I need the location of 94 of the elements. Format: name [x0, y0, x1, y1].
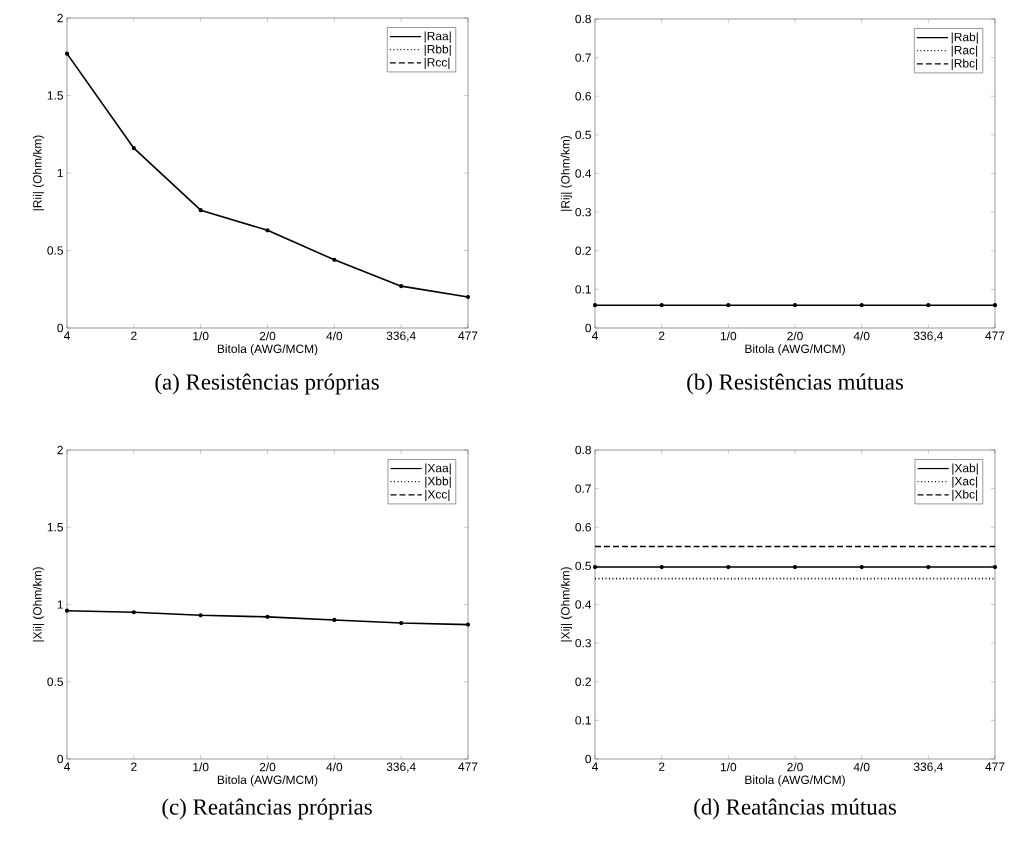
y-tick-label: 0.3 — [575, 638, 591, 648]
y-tick-label: 1 — [57, 168, 63, 178]
legend-label: |Xbc| — [952, 489, 978, 501]
y-tick-label: 0 — [585, 754, 592, 764]
x-axis-title: Bitola (AWG/MCM) — [217, 775, 318, 787]
x-axis-title: Bitola (AWG/MCM) — [217, 344, 318, 356]
x-axis-title: Bitola (AWG/MCM) — [745, 775, 845, 787]
x-tick-label: 1/0 — [193, 331, 209, 341]
x-tick-label: 4 — [591, 331, 598, 340]
x-tick-label: 1/0 — [720, 331, 737, 341]
x-tick-label: 2 — [658, 331, 665, 340]
y-tick-label: 0.2 — [575, 246, 591, 255]
x-tick-label: 2/0 — [787, 331, 803, 341]
x-tick-label: 477 — [985, 762, 1005, 771]
point — [198, 613, 203, 618]
x-tick-label: 2 — [131, 762, 137, 771]
y-tick-label: 0.5 — [47, 246, 63, 255]
point — [64, 51, 70, 56]
x-tick-label: 477 — [985, 331, 1005, 340]
x-tick-label: 4/0 — [326, 762, 343, 772]
y-tick-label: 0.1 — [575, 285, 591, 294]
y-axis-title: |Rij| (Ohm/km) — [560, 135, 573, 211]
legend-label: |Rcc| — [424, 57, 450, 69]
x-tick-label: 1/0 — [720, 762, 737, 772]
x-tick-label: 2 — [131, 331, 137, 340]
x-tick-label: 4/0 — [326, 331, 343, 341]
legend-label: |Rbb| — [424, 44, 451, 56]
point — [265, 614, 270, 619]
y-tick-label: 0.2 — [575, 677, 591, 686]
y-tick-label: 0 — [57, 323, 64, 333]
legend-label: |Rbc| — [951, 58, 978, 70]
x-tick-label: 1/0 — [193, 762, 209, 772]
x-tick-label: 477 — [458, 331, 478, 340]
point — [332, 257, 337, 262]
legend-label: |Xab| — [952, 463, 978, 475]
y-tick-label: 0 — [585, 323, 592, 333]
x-tick-label: 2 — [658, 762, 665, 771]
point — [399, 284, 404, 289]
point — [265, 228, 270, 233]
y-tick-label: 0.6 — [575, 92, 591, 101]
x-tick-label: 2/0 — [259, 762, 276, 772]
y-axis-title: |Xii| (Ohm/km) — [32, 567, 45, 642]
legend-label: |Xbb| — [425, 476, 451, 488]
point — [131, 146, 136, 151]
y-tick-label: 0.8 — [575, 14, 591, 24]
y-tick-label: 0.4 — [575, 600, 592, 609]
legend-label: |Rac| — [951, 45, 978, 57]
text: (a) Resistências próprias — [155, 373, 379, 395]
y-tick-label: 0.5 — [575, 130, 591, 140]
point — [465, 622, 471, 627]
y-tick-label: 2 — [57, 445, 63, 455]
point — [198, 208, 203, 213]
point — [332, 617, 337, 623]
legend-label: |Xaa| — [425, 463, 451, 475]
x-tick-label: 4 — [63, 331, 70, 340]
y-tick-label: 0.7 — [575, 53, 591, 62]
x-tick-label: 4 — [591, 762, 598, 771]
text: (c) Reatâncias próprias — [162, 798, 372, 820]
text: (b) Resistências mútuas — [687, 373, 904, 395]
x-tick-label: 336,4 — [386, 762, 416, 773]
y-tick-label: 0.3 — [575, 207, 591, 217]
x-tick-label: 477 — [458, 762, 478, 771]
y-tick-label: 0.5 — [575, 561, 591, 571]
point — [64, 608, 70, 613]
y-tick-label: 0.8 — [575, 445, 591, 455]
y-tick-label: 1 — [57, 600, 63, 609]
x-axis-title: Bitola (AWG/MCM) — [745, 344, 845, 356]
x-tick-label: 4/0 — [853, 331, 870, 341]
point — [399, 620, 404, 626]
x-tick-label: 336,4 — [913, 331, 943, 342]
text: (d) Reatâncias mútuas — [694, 798, 897, 820]
y-axis-title: |Rii| (Ohm/km) — [32, 135, 45, 211]
point — [131, 610, 136, 615]
legend-label: |Raa| — [424, 31, 451, 43]
x-tick-label: 4 — [63, 762, 70, 771]
x-tick-label: 336,4 — [386, 331, 416, 342]
y-tick-label: 0 — [57, 754, 64, 764]
y-tick-label: 0.7 — [575, 484, 591, 493]
point — [465, 294, 471, 300]
x-tick-label: 2/0 — [259, 331, 276, 341]
y-tick-label: 2 — [57, 13, 63, 23]
y-tick-label: 0.1 — [575, 716, 591, 725]
y-tick-label: 1.5 — [47, 523, 63, 532]
y-tick-label: 0.5 — [47, 677, 63, 686]
x-tick-label: 336,4 — [913, 762, 943, 773]
y-tick-label: 0.6 — [575, 523, 591, 532]
legend-label: |Rab| — [951, 32, 978, 44]
x-tick-label: 4/0 — [853, 762, 870, 772]
y-axis-title: |Xij| (Ohm/km) — [560, 567, 573, 642]
x-tick-label: 2/0 — [787, 762, 803, 772]
y-tick-label: 0.4 — [575, 169, 592, 178]
legend-label: |Xcc| — [425, 489, 450, 501]
y-tick-label: 1.5 — [47, 91, 63, 100]
legend-label: |Xac| — [952, 476, 978, 488]
